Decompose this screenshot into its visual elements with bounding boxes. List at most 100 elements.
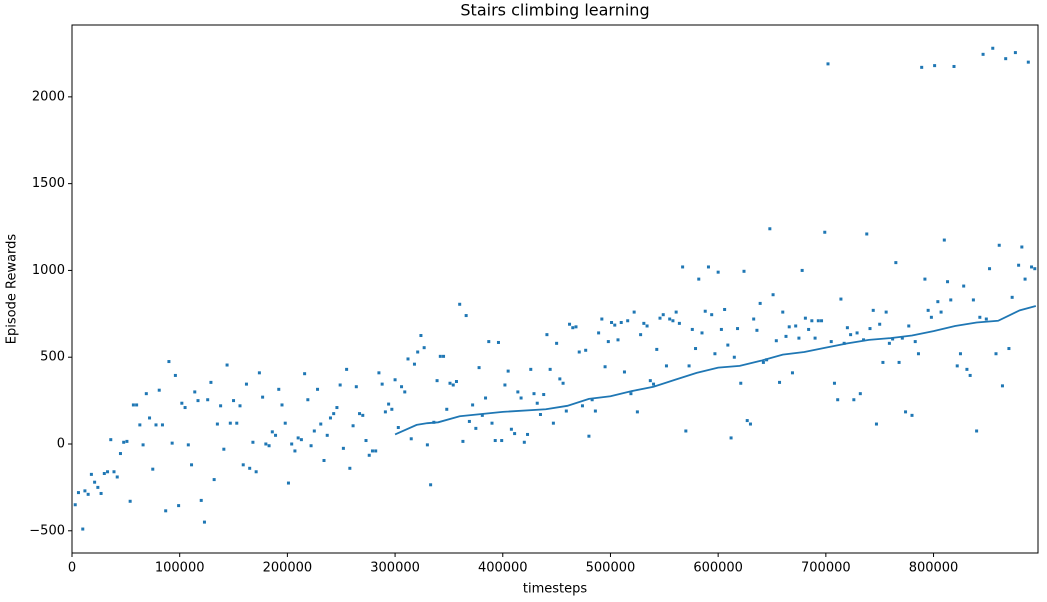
scatter-point [377,371,381,375]
scatter-point [464,314,468,318]
scatter-point [884,310,888,314]
scatter-point [774,339,778,343]
scatter-point [177,504,181,508]
scatter-point [128,499,132,503]
scatter-point [190,463,194,467]
scatter-point [946,280,950,284]
scatter-point [380,382,384,386]
scatter-point [668,317,672,321]
scatter-point [1023,277,1027,281]
scatter-point [509,427,513,431]
scatter-point [845,326,849,330]
scatter-point [144,392,148,396]
scatter-point [86,492,90,496]
x-tick-label: 200000 [263,561,313,576]
scatter-point [897,360,901,364]
scatter-point [131,403,135,407]
scatter-point [748,422,752,426]
scatter-point [719,327,723,331]
scatter-point [855,331,859,335]
scatter-point [480,413,484,417]
scatter-point [606,340,610,344]
scatter-point [878,322,882,326]
scatter-point [332,412,336,416]
scatter-point [280,403,284,407]
scatter-point [319,422,323,426]
scatter-point [671,319,675,323]
scatter-point [832,381,836,385]
scatter-point [952,64,956,68]
scatter-point [148,416,152,420]
scatter-point [752,317,756,321]
scatter-point [225,363,229,367]
scatter-point [251,440,255,444]
scatter-point [538,412,542,416]
scatter-point [358,412,362,416]
scatter-point [316,387,320,391]
scatter-point [109,438,113,442]
scatter-point [238,404,242,408]
scatter-point [412,362,416,366]
scatter-point [73,503,77,507]
scatter-point [487,340,491,344]
scatter-point [264,442,268,446]
scatter-point [474,426,478,430]
scatter-point [451,383,455,387]
scatter-point [632,310,636,314]
scatter-point [76,491,80,495]
scatter-point [965,367,969,371]
scatter-point [141,443,145,447]
scatter-point [212,478,216,482]
scatter-point [267,444,271,448]
scatter-point [797,336,801,340]
scatter-point [270,430,274,434]
scatter-point [151,467,155,471]
scatter-point [745,419,749,423]
y-tick-label: −500 [29,523,65,538]
scatter-point [135,403,139,407]
scatter-point [387,402,391,406]
scatter-point [196,399,200,403]
scatter-point [723,307,727,311]
scatter-point [729,436,733,440]
scatter-point [755,328,759,332]
scatter-point [348,466,352,470]
scatter-point [923,277,927,281]
scatter-point [555,341,559,345]
scatter-point [283,421,287,425]
scatter-point [322,458,326,462]
scatter-point [849,333,853,337]
scatter-point [261,395,265,399]
x-tick-label: 700000 [801,561,851,576]
scatter-point [461,439,465,443]
scatter-point [409,437,413,441]
scatter-point [467,419,471,423]
scatter-point [122,440,126,444]
scatter-point [542,393,546,397]
scatter-point [118,452,122,456]
scatter-point [157,388,161,392]
scatter-point [435,379,439,383]
scatter-point [736,327,740,331]
scatter-point [564,409,568,413]
scatter-point [425,443,429,447]
scatter-point [248,466,252,470]
scatter-point [658,316,662,320]
scatter-point [193,390,197,394]
scatter-point [516,390,520,394]
scatter-point [325,433,329,437]
scatter-point [926,308,930,312]
scatter-point [568,322,572,326]
scatter-point [997,243,1001,247]
scatter-point [907,324,911,328]
scatter-point [1020,245,1024,249]
scatter-point [778,380,782,384]
scatter-point [490,421,494,425]
scatter-point [920,65,924,69]
scatter-point [610,320,614,324]
scatter-point [445,407,449,411]
scatter-point [988,267,992,271]
scatter-point [299,438,303,442]
scatter-point [403,390,407,394]
scatter-point [900,336,904,340]
